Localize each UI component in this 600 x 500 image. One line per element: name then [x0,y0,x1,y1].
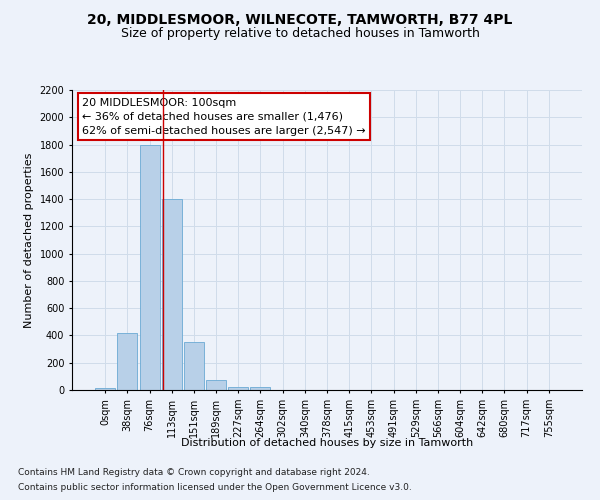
Bar [228,386,248,390]
Text: Contains public sector information licensed under the Open Government Licence v3: Contains public sector information licen… [18,483,412,492]
Bar [162,199,182,390]
Text: Contains HM Land Registry data © Crown copyright and database right 2024.: Contains HM Land Registry data © Crown c… [18,468,370,477]
Bar [118,332,137,390]
Text: 20, MIDDLESMOOR, WILNECOTE, TAMWORTH, B77 4PL: 20, MIDDLESMOOR, WILNECOTE, TAMWORTH, B7… [88,12,512,26]
Bar [250,388,271,390]
Bar [140,144,160,390]
Text: 20 MIDDLESMOOR: 100sqm
← 36% of detached houses are smaller (1,476)
62% of semi-: 20 MIDDLESMOOR: 100sqm ← 36% of detached… [82,98,366,136]
Bar [206,380,226,390]
Bar [184,342,204,390]
Y-axis label: Number of detached properties: Number of detached properties [24,152,34,328]
Bar [95,388,115,390]
Text: Distribution of detached houses by size in Tamworth: Distribution of detached houses by size … [181,438,473,448]
Text: Size of property relative to detached houses in Tamworth: Size of property relative to detached ho… [121,28,479,40]
